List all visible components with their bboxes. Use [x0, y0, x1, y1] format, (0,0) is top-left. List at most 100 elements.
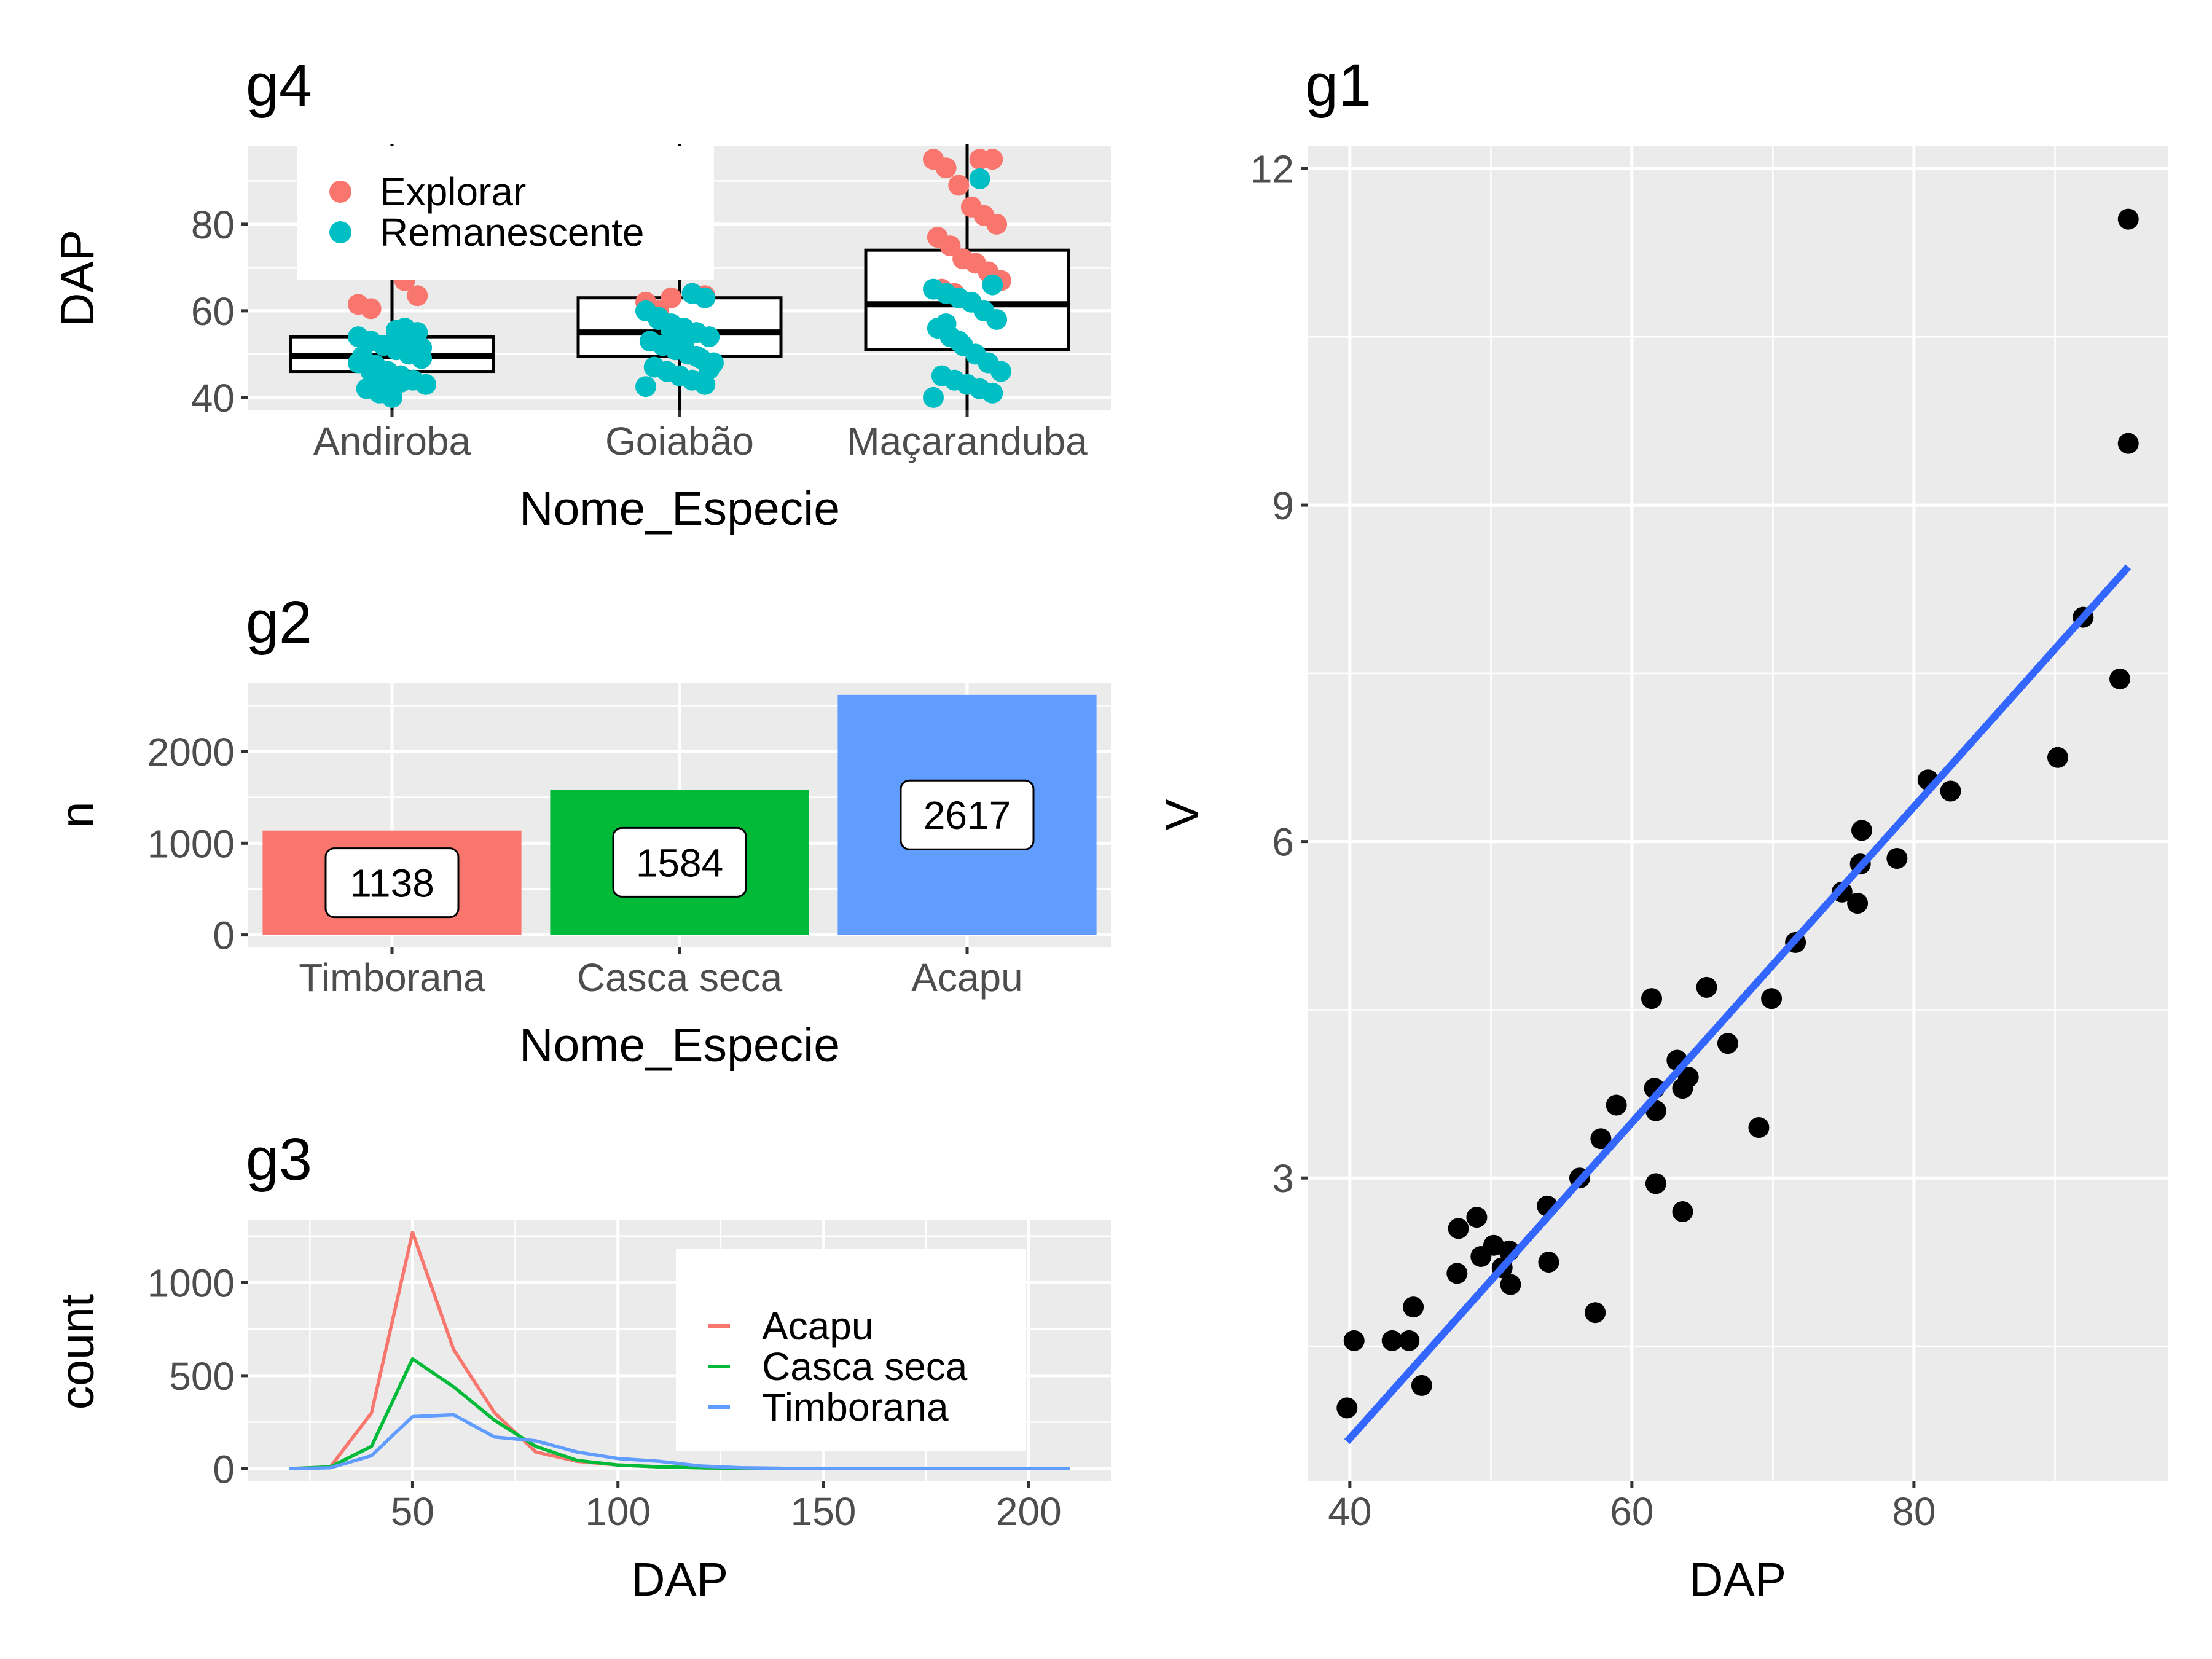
panel-title-g3: g3: [246, 1126, 312, 1193]
scatter-point: [1343, 1330, 1365, 1351]
x-tick-label-g2-casca-seca: Casca seca: [577, 955, 783, 1000]
point-macaranduba-explorar: [948, 175, 970, 196]
y-tick-label-g4-60: 60: [191, 289, 235, 334]
legend-label-timborana: Timborana: [762, 1385, 949, 1429]
point-macaranduba-explorar: [982, 149, 1003, 170]
y-axis-title-g2: n: [51, 802, 104, 828]
scatter-point: [1466, 1207, 1488, 1228]
point-macaranduba-explorar: [986, 213, 1008, 235]
point-macaranduba-remanescente: [986, 308, 1008, 330]
scatter-point: [2117, 433, 2139, 454]
scatter-point: [1696, 976, 1717, 998]
point-macaranduba-remanescente: [990, 361, 1011, 382]
scatter-point: [1940, 780, 1961, 802]
legend-label-explorar: Explorar: [380, 170, 526, 214]
scatter-point: [1606, 1094, 1627, 1116]
point-goiabao-remanescente: [699, 326, 720, 348]
x-tick-label-g1-40: 40: [1328, 1489, 1371, 1534]
point-macaranduba-remanescente: [969, 168, 990, 189]
legend-g4: Explorar Remanescente: [297, 146, 714, 280]
scatter-point: [1448, 1218, 1469, 1239]
regression-line: [1344, 564, 2132, 1445]
y-axis-title-g3: count: [51, 1294, 104, 1410]
y-axis-title-g4: DAP: [51, 230, 104, 327]
scatter-point: [1847, 893, 1869, 914]
y-axis-g3: 0 500 1000: [147, 1261, 248, 1491]
points-g4: [348, 149, 1011, 408]
y-tick-label-g3-500: 500: [169, 1354, 235, 1398]
scatter-point: [1590, 1128, 1612, 1150]
point-goiabao-remanescente: [635, 376, 656, 398]
x-tick-label-g1-60: 60: [1610, 1489, 1653, 1534]
bar-label-box-timborana: [324, 847, 460, 919]
point-andiroba-explorar: [360, 298, 382, 320]
x-tick-label-g3-100: 100: [585, 1489, 651, 1534]
scatter-point: [1585, 1302, 1606, 1324]
x-tick-label-g1-80: 80: [1892, 1489, 1936, 1534]
gridlines-g1: [1308, 146, 2168, 1481]
scatter-point: [1761, 988, 1783, 1010]
legend-key-explorar: [329, 181, 351, 203]
x-axis-title-g2: Nome_Especie: [519, 1019, 840, 1072]
bar-label-timborana: 1138: [350, 861, 434, 906]
scatter-point: [1538, 1252, 1559, 1273]
scatter-point: [1851, 820, 1872, 841]
x-axis-title-g1: DAP: [1689, 1553, 1786, 1606]
point-goiabao-remanescente: [694, 287, 716, 308]
y-tick-label-g2-2000: 2000: [147, 730, 235, 774]
x-tick-label-g3-200: 200: [996, 1489, 1062, 1534]
y-axis-g4: 40 60 80: [191, 203, 248, 420]
scatter-point: [2109, 668, 2130, 689]
point-goiabao-remanescente: [686, 345, 707, 367]
point-goiabao-remanescente: [699, 359, 720, 380]
y-tick-label-g3-1000: 1000: [147, 1261, 235, 1305]
legend-label-casca-seca: Casca seca: [762, 1344, 968, 1389]
point-goiabao-remanescente: [673, 332, 694, 354]
point-goiabao-explorar: [661, 287, 682, 308]
panel-title-g4: g4: [246, 52, 312, 119]
point-macaranduba-explorar: [935, 157, 957, 179]
scatter-point: [1886, 848, 1908, 869]
x-axis-g1: 40 60 80: [1328, 1481, 1936, 1534]
x-tick-label-g3-150: 150: [791, 1489, 857, 1534]
bar-label-box-casca-seca: [612, 826, 747, 898]
legend-key-remanescente: [329, 221, 351, 243]
y-axis-g2: 0 1000 2000: [147, 730, 248, 958]
point-andiroba-remanescente: [390, 372, 411, 393]
point-macaranduba-remanescente: [982, 382, 1003, 404]
x-tick-label-g2-acapu: Acapu: [911, 955, 1022, 1000]
panel-g2: g2 1138 1584 2617 0 1000 2000 Timborana Casca…: [51, 589, 1111, 1072]
points-g1: [1336, 208, 2139, 1419]
point-andiroba-remanescente: [382, 386, 402, 408]
legend-background-g3: [676, 1249, 1026, 1451]
point-macaranduba-remanescente: [982, 274, 1003, 296]
scatter-point: [1500, 1274, 1521, 1295]
legend-background-g4: [297, 146, 714, 280]
scatter-point: [1381, 1330, 1403, 1351]
point-goiabao-remanescente: [661, 320, 682, 341]
scatter-point: [1398, 1330, 1420, 1351]
scatter-point: [2047, 747, 2068, 768]
point-goiabao-remanescente: [648, 307, 669, 328]
x-tick-label-g3-50: 50: [391, 1489, 434, 1534]
legend-g3: Acapu Casca seca Timborana: [676, 1249, 1026, 1451]
y-tick-label-g3-0: 0: [213, 1447, 235, 1491]
legend-label-remanescente: Remanescente: [380, 210, 644, 254]
x-axis-title-g4: Nome_Especie: [519, 482, 840, 535]
scatter-point: [1672, 1201, 1693, 1222]
panel-g4: g4 40 60 80 Andiroba Goiabão Maçaranduba Exp…: [51, 52, 1111, 535]
y-tick-label-g1-3: 3: [1272, 1156, 1294, 1201]
scatter-point: [1748, 1117, 1770, 1139]
panel-g3: g3 0 500 1000 50 100 150 200 Acapu Casca seca…: [51, 1126, 1111, 1606]
panel-g1: g1 3 6 9 12 40 60 80 DAP V: [1156, 52, 2168, 1606]
scatter-point: [1336, 1397, 1358, 1419]
point-andiroba-remanescente: [411, 337, 433, 358]
x-axis-g3: 50 100 150 200: [391, 1481, 1062, 1534]
scatter-point: [1403, 1296, 1424, 1318]
scatter-point: [1446, 1263, 1468, 1284]
legend-label-acapu: Acapu: [762, 1304, 873, 1348]
scatter-point: [1645, 1173, 1666, 1194]
point-andiroba-explorar: [407, 285, 428, 307]
panel-title-g1: g1: [1305, 52, 1371, 119]
